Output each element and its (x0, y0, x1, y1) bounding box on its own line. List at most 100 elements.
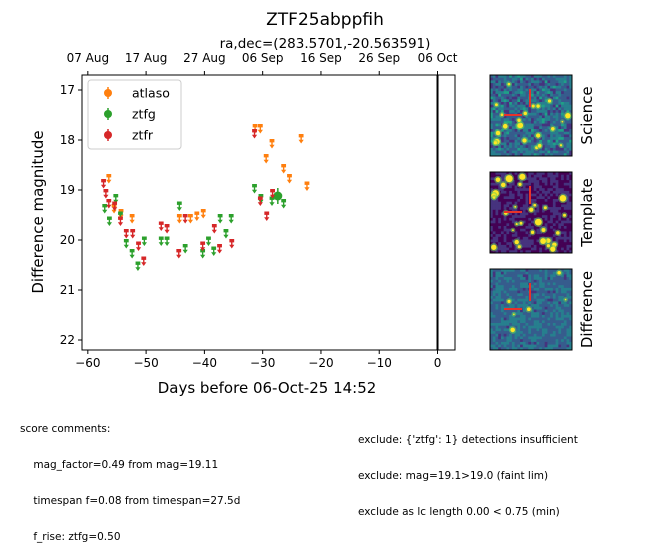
legend-label: ztfg (132, 107, 156, 122)
upper-limit-point (135, 261, 141, 271)
upper-limit-point (264, 211, 270, 221)
cutout-label: Science (578, 86, 596, 144)
upper-limit-point (205, 236, 212, 246)
upper-limit-point (123, 229, 129, 239)
exclude-comments: exclude: {'ztfg': 1} detections insuffic… (358, 410, 578, 530)
top-tick-label: 17 Aug (125, 51, 168, 65)
upper-limit-point (130, 229, 136, 239)
upper-limit-point (269, 189, 276, 199)
upper-limit-point (211, 224, 217, 234)
top-tick-label: 06 Oct (418, 51, 458, 65)
upper-limit-point (176, 249, 182, 259)
upper-limit-point (281, 199, 287, 209)
score-comments: score comments: mag_factor=0.49 from mag… (20, 399, 240, 555)
upper-limit-point (257, 196, 263, 206)
y-axis-label: Difference magnitude (29, 130, 47, 293)
chart-subtitle: ra,dec=(283.5701,-20.563591) (220, 36, 431, 52)
upper-limit-point (158, 236, 164, 246)
cutout-label: Difference (578, 271, 596, 348)
upper-limit-point (100, 179, 107, 189)
upper-limit-point (141, 256, 147, 266)
figure: ZTF25abppfih ra,dec=(283.5701,-20.563591… (29, 10, 596, 397)
plot-area (100, 75, 439, 350)
cutout-frame (489, 171, 573, 254)
legend-marker-dot (104, 110, 112, 118)
score-comment-line: score comments: (20, 423, 111, 435)
upper-limit-point (194, 211, 200, 221)
upper-limit-point (269, 139, 275, 149)
x-tick-label: −30 (250, 356, 275, 370)
exclude-comment-line: exclude as lc length 0.00 < 0.75 (min) (358, 506, 560, 518)
legend-marker-dot (104, 131, 112, 139)
series-ztfr (100, 129, 276, 266)
score-comment-line: mag_factor=0.49 from mag=19.11 (20, 459, 219, 471)
legend: atlaso ztfg ztfr (87, 79, 182, 150)
data-marks (100, 75, 439, 350)
x-axis: −60 −50 −40 −30 −20 −10 0 (75, 350, 441, 370)
upper-limit-point (176, 214, 182, 224)
upper-limit-point (112, 201, 118, 211)
upper-limit-point (229, 239, 235, 249)
legend-item-ztfr: ztfr (104, 128, 154, 143)
cutout-label: Template (578, 178, 596, 247)
upper-limit-point (106, 174, 112, 184)
upper-limit-point (106, 216, 112, 226)
upper-limit-point (251, 184, 258, 194)
upper-limit-point (103, 189, 109, 199)
upper-limit-point (251, 129, 258, 139)
upper-limit-point (217, 214, 223, 224)
cutout-frame (489, 74, 573, 157)
x-tick-label: −40 (192, 356, 217, 370)
exclude-comment-line: exclude: mag=19.1>19.0 (faint lim) (358, 470, 549, 482)
cutout-frame (489, 268, 573, 351)
upper-limit-point (129, 249, 135, 259)
upper-limit-point (200, 209, 206, 219)
y-tick-label: 20 (60, 233, 75, 247)
upper-limit-point (223, 229, 229, 239)
upper-limit-point (182, 214, 188, 224)
upper-limit-point (106, 199, 112, 209)
cutout-science (490, 75, 572, 156)
upper-limit-point (141, 236, 147, 246)
legend-label: ztfr (132, 128, 154, 143)
image-cutouts: Science Template Difference (489, 74, 596, 351)
top-tick-label: 26 Sep (358, 51, 400, 65)
top-date-axis: 07 Aug 17 Aug 27 Aug 06 Sep 16 Sep 26 Sep 06 O… (67, 51, 458, 75)
upper-limit-point (187, 214, 194, 224)
upper-limit-point (164, 224, 170, 234)
upper-limit-point (257, 124, 263, 134)
upper-limit-point (286, 174, 293, 184)
upper-limit-point (135, 241, 142, 251)
cutout-difference (490, 269, 572, 350)
upper-limit-point (269, 196, 275, 206)
upper-limit-point (304, 181, 310, 191)
upper-limit-point (216, 244, 223, 254)
top-tick-label: 06 Sep (242, 51, 284, 65)
upper-limit-point (298, 134, 304, 144)
upper-limit-point (281, 164, 287, 174)
upper-limit-point (102, 204, 108, 214)
chart-title: ZTF25abppfih (266, 10, 384, 30)
upper-limit-point (158, 221, 164, 231)
upper-limit-point (164, 236, 170, 246)
top-tick-label: 27 Aug (183, 51, 226, 65)
upper-limit-point (129, 214, 135, 224)
series-ztfg (102, 184, 287, 271)
upper-limit-point (123, 239, 129, 249)
x-tick-label: −20 (308, 356, 333, 370)
x-tick-label: −50 (133, 356, 158, 370)
detection-point (273, 188, 283, 204)
y-tick-label: 17 (60, 83, 75, 97)
top-tick-label: 07 Aug (67, 51, 110, 65)
y-tick-label: 18 (60, 133, 75, 147)
score-comment-line: timespan f=0.08 from timespan=27.5d (20, 495, 241, 507)
series-atlaso (106, 124, 310, 224)
upper-limit-point (117, 216, 124, 226)
y-tick-label: 21 (60, 283, 75, 297)
upper-limit-point (263, 154, 269, 164)
legend-item-atlaso: atlaso (104, 86, 170, 101)
y-tick-label: 19 (60, 183, 75, 197)
top-tick-label: 16 Sep (300, 51, 342, 65)
legend-item-ztfg: ztfg (104, 107, 156, 122)
legend-box (87, 79, 182, 150)
